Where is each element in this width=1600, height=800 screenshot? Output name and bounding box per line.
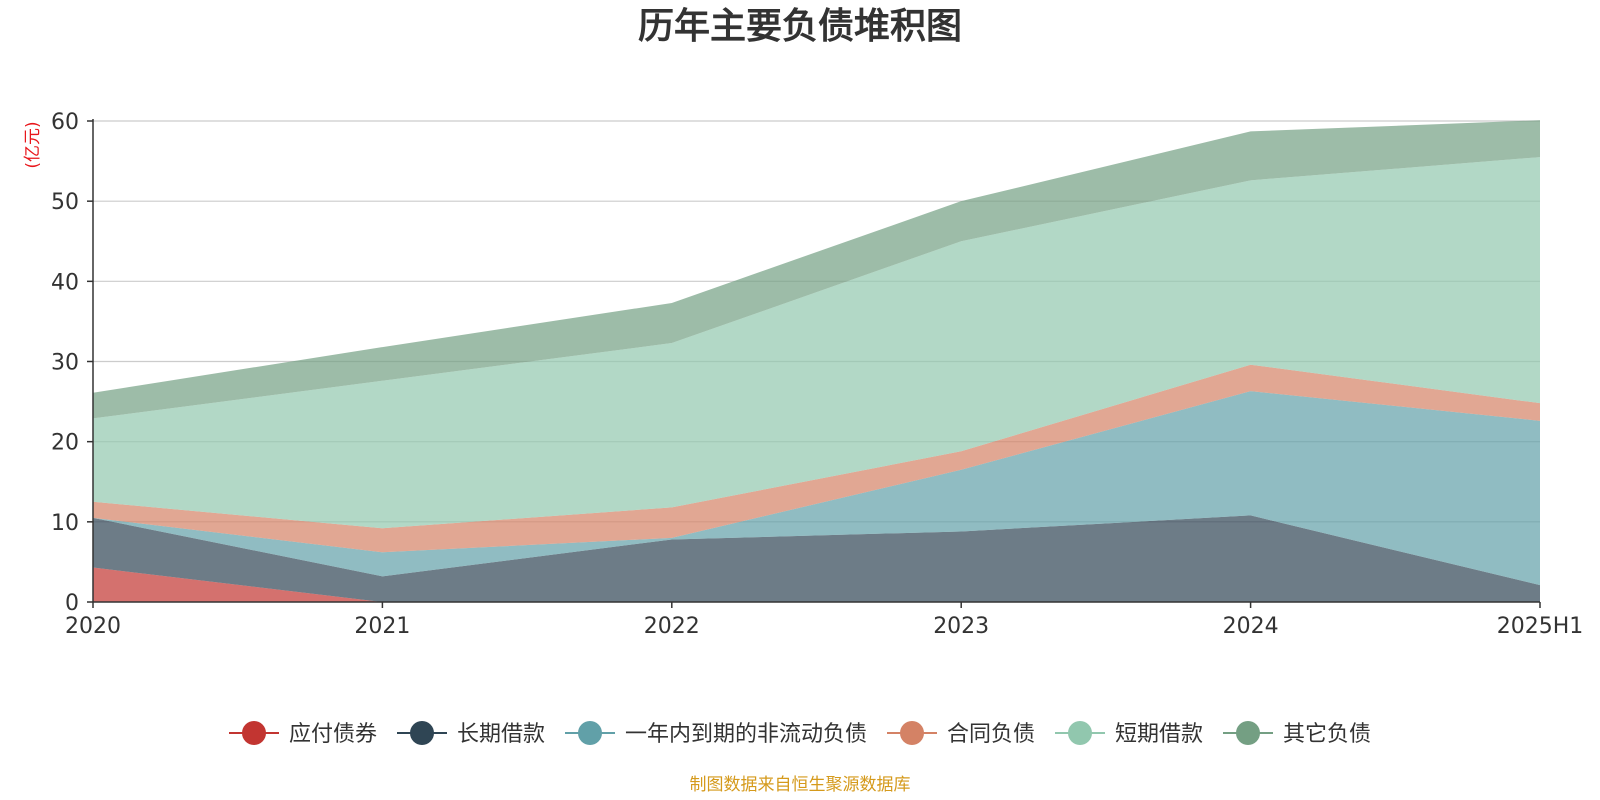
y-tick-label: 60	[51, 110, 79, 135]
area-长期借款	[93, 515, 1540, 602]
legend: 应付债券 长期借款 一年内到期的非流动负债 合同负债 短期借款 其它负债	[229, 721, 1371, 747]
legend-marker	[1068, 721, 1092, 745]
y-tick-label: 10	[51, 511, 79, 536]
legend-marker	[410, 721, 434, 745]
legend-marker	[242, 721, 266, 745]
area-短期借款	[93, 157, 1540, 529]
legend-label: 应付债券	[289, 722, 377, 747]
area-合同负债	[93, 364, 1540, 553]
x-tick-label: 2022	[644, 614, 700, 639]
legend-marker	[900, 721, 924, 745]
y-tick-label: 40	[51, 270, 79, 295]
y-axis-unit-label: (亿元)	[23, 121, 43, 168]
y-tick-label: 0	[65, 591, 79, 616]
legend-label: 短期借款	[1115, 722, 1203, 747]
area-series	[93, 120, 1540, 602]
legend-item: 合同负债	[887, 721, 1035, 747]
area-应付债券	[93, 567, 1540, 602]
legend-item: 其它负债	[1223, 721, 1371, 747]
legend-item: 一年内到期的非流动负债	[565, 721, 867, 747]
legend-marker	[1236, 721, 1260, 745]
x-tick-label: 2025H1	[1497, 614, 1584, 639]
x-tick-label: 2024	[1223, 614, 1279, 639]
y-tick-label: 30	[51, 351, 79, 376]
chart-title: 历年主要负债堆积图	[638, 6, 962, 47]
area-一年内到期的非流动负债	[93, 391, 1540, 586]
legend-label: 长期借款	[457, 722, 545, 747]
y-tick-label: 20	[51, 431, 79, 456]
y-tick-label: 50	[51, 190, 79, 215]
legend-label: 合同负债	[947, 722, 1035, 747]
x-tick-label: 2020	[65, 614, 121, 639]
area-其它负债	[93, 120, 1540, 419]
legend-label: 一年内到期的非流动负债	[625, 722, 867, 747]
legend-item: 短期借款	[1055, 721, 1203, 747]
legend-item: 长期借款	[397, 721, 545, 747]
data-source-note: 制图数据来自恒生聚源数据库	[690, 775, 911, 795]
legend-label: 其它负债	[1283, 722, 1371, 747]
legend-item: 应付债券	[229, 721, 377, 747]
axes: 0 10 20 30 40 50 60 2020 2021 2022 2023 2024 2025H1	[51, 110, 1583, 639]
x-tick-label: 2023	[933, 614, 989, 639]
legend-marker	[578, 721, 602, 745]
x-tick-label: 2021	[354, 614, 410, 639]
